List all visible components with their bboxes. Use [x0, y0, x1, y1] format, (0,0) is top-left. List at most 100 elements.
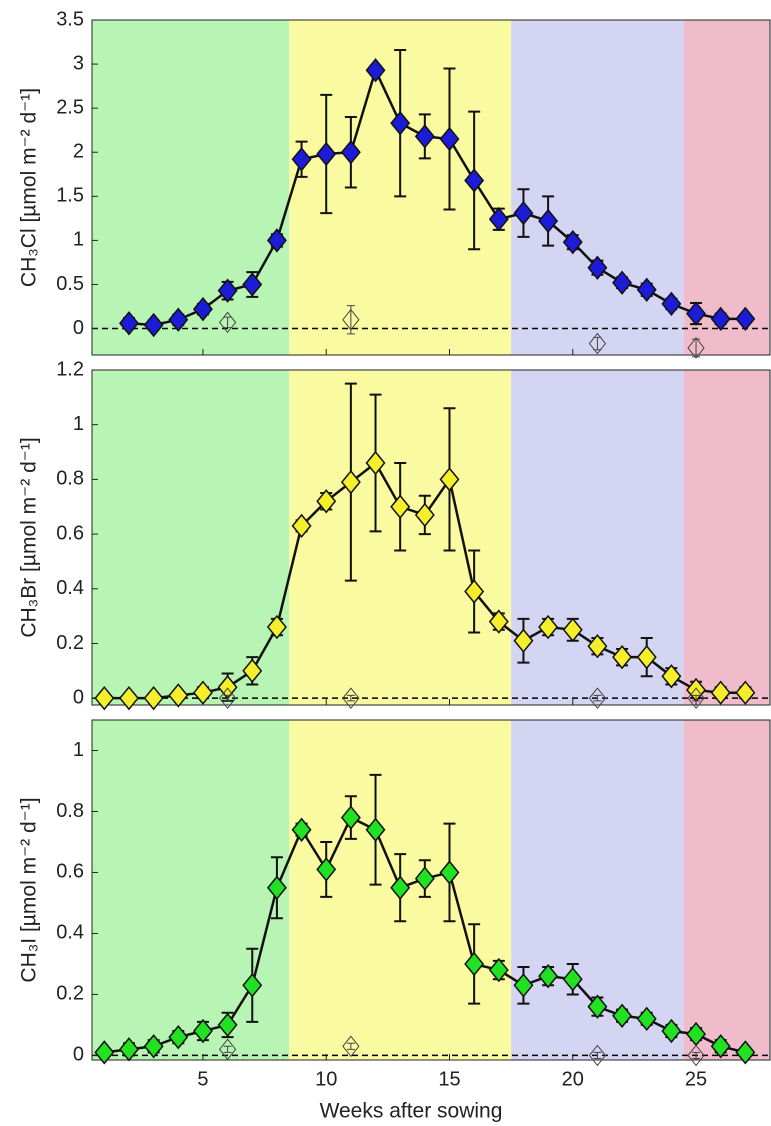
data-marker: [612, 644, 633, 670]
data-marker: [710, 1034, 731, 1059]
control-marker: [687, 1044, 705, 1067]
y-tick-label: 0: [73, 317, 84, 339]
error-bar: [346, 694, 355, 702]
data-marker: [414, 866, 435, 891]
phase-region: [511, 20, 684, 355]
data-marker: [119, 1037, 139, 1062]
data-marker: [636, 644, 657, 670]
y-tick-label: 0.8: [56, 800, 84, 822]
data-marker: [488, 609, 509, 634]
y-tick-label: 0.2: [56, 632, 84, 654]
y-tick-label: 1.2: [56, 358, 84, 380]
data-marker: [464, 579, 485, 604]
data-marker: [168, 683, 189, 708]
y-tick-label: 1.5: [56, 185, 84, 207]
data-marker: [266, 228, 287, 253]
data-marker: [242, 658, 263, 684]
x-axis-label: Weeks after sowing: [320, 1100, 503, 1123]
control-marker: [218, 687, 237, 709]
error-bar: [346, 1042, 355, 1050]
data-marker: [612, 270, 633, 295]
control-marker: [342, 687, 360, 709]
y-tick-label: 0.5: [56, 273, 84, 295]
control-marker: [687, 337, 705, 359]
data-marker: [143, 312, 164, 338]
data-marker: [217, 1012, 238, 1038]
data-marker: [513, 628, 534, 653]
y-tick-label: 0: [73, 686, 84, 708]
error-bar: [593, 1051, 602, 1059]
data-marker: [513, 973, 534, 998]
control-marker: [342, 1035, 360, 1058]
data-marker: [513, 200, 534, 226]
data-marker: [340, 469, 361, 495]
y-axis-label: CH₃Br [µmol m⁻² d⁻¹]: [18, 437, 41, 637]
data-marker: [94, 685, 115, 711]
data-marker: [562, 967, 583, 992]
x-tick-label: 10: [315, 1068, 337, 1090]
y-tick-label: 1: [73, 229, 84, 251]
data-marker: [119, 311, 139, 336]
y-tick-label: 0.4: [56, 577, 84, 599]
y-tick-label: 0: [73, 1044, 84, 1066]
data-marker: [587, 634, 608, 659]
data-marker: [562, 617, 583, 642]
data-marker: [365, 450, 386, 476]
data-marker: [612, 1003, 633, 1028]
y-tick-label: 0.8: [56, 468, 84, 490]
data-marker: [365, 58, 386, 83]
error-bar: [593, 694, 602, 702]
data-marker: [587, 994, 608, 1019]
data-marker: [735, 306, 756, 332]
data-marker: [390, 875, 411, 900]
y-tick-label: 0.2: [56, 983, 84, 1005]
control-marker: [588, 1044, 607, 1067]
plot-frame: [91, 19, 771, 356]
data-marker: [291, 513, 312, 539]
data-marker: [636, 1006, 657, 1032]
data-marker: [464, 951, 485, 977]
y-axis-label: CH₃Cl [µmol m⁻² d⁻¹]: [18, 88, 41, 287]
data-marker: [316, 857, 337, 882]
data-marker: [192, 1018, 213, 1044]
data-marker: [192, 296, 213, 322]
y-tick-label: 3: [73, 52, 84, 74]
x-tick-label: 15: [438, 1068, 460, 1090]
phase-region: [92, 370, 290, 705]
data-marker: [735, 1040, 756, 1065]
data-marker: [266, 875, 287, 900]
error-bar: [223, 316, 232, 329]
phase-region: [683, 720, 770, 1060]
y-tick-label: 1: [73, 413, 84, 435]
data-marker: [636, 277, 657, 302]
data-marker: [291, 147, 312, 172]
data-marker: [192, 680, 213, 705]
x-tick-label: 5: [197, 1068, 208, 1090]
control-marker: [342, 308, 360, 331]
y-tick-label: 3.5: [56, 8, 84, 30]
data-marker: [562, 229, 583, 255]
data-marker: [291, 817, 312, 842]
y-tick-label: 0.6: [56, 861, 84, 883]
phase-region: [92, 20, 290, 355]
data-marker: [266, 614, 287, 640]
data-marker: [340, 805, 361, 830]
data-marker: [439, 467, 460, 492]
data-marker: [710, 680, 731, 705]
data-marker: [168, 1024, 189, 1050]
data-marker: [735, 680, 756, 705]
y-tick-label: 0.6: [56, 522, 84, 544]
error-bar: [692, 338, 701, 358]
error-bar: [692, 1051, 701, 1059]
data-marker: [365, 817, 386, 842]
error-bar: [223, 1045, 232, 1053]
data-marker: [710, 306, 731, 332]
data-marker: [390, 110, 411, 136]
plot-frame: [91, 719, 771, 1061]
error-bar: [692, 694, 701, 702]
data-marker: [686, 301, 707, 326]
data-marker: [143, 1034, 164, 1059]
y-tick-label: 2.5: [56, 96, 84, 118]
data-marker: [538, 208, 559, 234]
